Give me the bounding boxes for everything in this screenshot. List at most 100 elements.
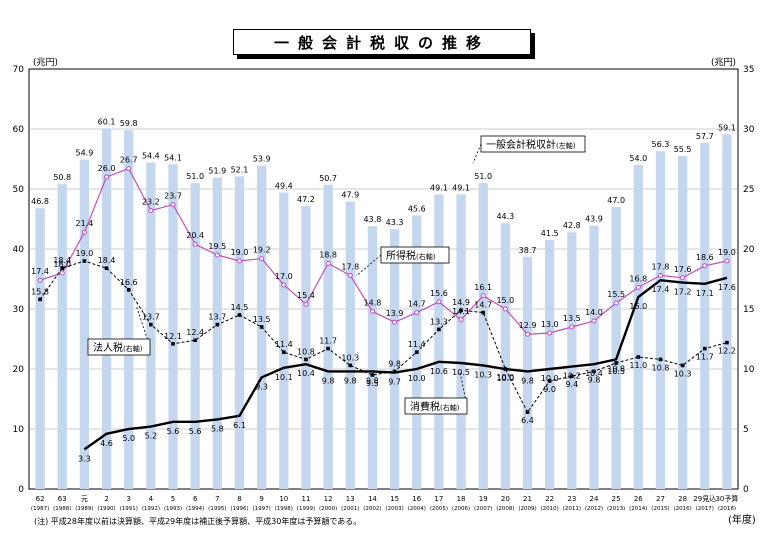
x-tick-year-label: (1999): [297, 506, 315, 512]
bar: [168, 164, 178, 489]
plot-frame: [28, 68, 739, 490]
corporate-tax-data-label: 19.0: [75, 249, 93, 258]
bar-data-label: 50.8: [53, 173, 71, 182]
chart-title: 一般会計税収の推移: [233, 29, 531, 55]
income-tax-data-label: 14.8: [364, 298, 382, 307]
bar-data-label: 59.1: [718, 123, 736, 132]
bar: [655, 151, 666, 489]
income-tax-point: [148, 208, 154, 214]
x-tick-year-label: (2013): [607, 506, 625, 512]
x-tick-year-label: (1998): [275, 506, 293, 512]
x-tick-year-label: (2012): [585, 506, 603, 512]
bar: [345, 201, 355, 489]
corporate-tax-point: [392, 369, 397, 374]
income-tax-data-label: 12.9: [519, 321, 537, 330]
legend-income-tax-leader: [355, 254, 382, 277]
bar: [57, 184, 67, 489]
x-tick-year-label: (1992): [142, 506, 160, 512]
legend-total-leader: [472, 143, 482, 164]
income-tax-data-label: 26.7: [120, 156, 138, 165]
bar: [190, 183, 200, 489]
income-tax-data-label: 19.5: [208, 242, 226, 251]
income-tax-data-label: 21.4: [75, 219, 93, 228]
income-tax-data-label: 15.4: [297, 291, 315, 300]
income-tax-point: [104, 174, 110, 180]
x-axis-unit: (年度): [728, 515, 756, 526]
bar-data-label: 49.1: [452, 183, 470, 192]
corporate-tax-data-label: 13.3: [430, 317, 448, 326]
bar-data-label: 51.0: [474, 172, 492, 181]
bar-data-label: 43.9: [585, 215, 603, 224]
y-right-tick-label: 5: [743, 425, 749, 435]
series-line-corporate-tax: [39, 260, 728, 414]
bar-data-label: 52.1: [231, 165, 249, 174]
y-left-tick-label: 0: [18, 485, 24, 495]
x-tick-year-label: (2008): [496, 506, 514, 512]
corporate-tax-point: [437, 327, 441, 332]
bar-data-label: 51.0: [186, 172, 204, 181]
income-tax-data-label: 19.0: [231, 248, 249, 257]
y-right-tick-label: 35: [743, 65, 754, 75]
bar: [589, 225, 599, 489]
bar-data-label: 47.2: [297, 195, 315, 204]
corporate-tax-data-label: 14.5: [231, 303, 249, 312]
bar: [722, 134, 732, 489]
consumption-tax-data-label: 5.0: [122, 434, 135, 443]
income-tax-data-label: 17.8: [652, 262, 670, 271]
corporate-tax-point: [636, 355, 641, 359]
x-tick-label: 29見込: [693, 494, 716, 503]
corporate-tax-point: [658, 357, 663, 362]
y-right-tick-label: 20: [743, 245, 755, 255]
income-tax-point: [59, 270, 65, 276]
bar-data-label: 54.4: [142, 152, 160, 161]
y-left-tick-label: 20: [13, 365, 25, 375]
y-right-tick-label: 25: [743, 185, 754, 195]
legend-total-axis-note: (左軸): [556, 141, 576, 150]
consumption-tax-data-label: 9.7: [388, 378, 401, 387]
corporate-tax-point: [570, 374, 574, 378]
income-tax-point: [680, 275, 686, 281]
corporate-tax-data-label: 18.4: [98, 256, 116, 265]
y-left-tick-label: 30: [13, 305, 25, 315]
x-tick-label: 16: [412, 495, 421, 503]
corporate-tax-data-label: 9.4: [565, 380, 578, 389]
corporate-tax-point: [614, 361, 618, 365]
x-tick-label: 19: [479, 495, 488, 503]
corporate-tax-point: [680, 363, 685, 368]
corporate-tax-point: [126, 288, 131, 292]
consumption-tax-data-label: 5.8: [211, 424, 224, 433]
corporate-tax-data-label: 13.5: [253, 315, 271, 324]
corporate-tax-point: [592, 369, 596, 374]
x-tick-label: 10: [279, 495, 288, 503]
income-tax-point: [126, 166, 132, 172]
x-tick-label: 7: [215, 495, 219, 503]
footnote: (注) 平成28年度以前は決算額、平成29年度は補正後予算額、平成30年度は予算…: [34, 517, 362, 526]
income-tax-point: [281, 282, 287, 288]
corporate-tax-point: [725, 340, 729, 345]
legend-income-tax-label: 所得税(右軸): [386, 249, 436, 262]
bar-data-label: 54.1: [164, 153, 182, 162]
income-tax-data-label: 15.0: [496, 296, 514, 305]
income-tax-data-label: 19.2: [253, 246, 271, 255]
legend-total-box: [480, 135, 586, 153]
bar-data-label: 54.0: [629, 154, 647, 163]
x-tick-year-label: (1989): [75, 506, 93, 512]
x-tick-year-label: (1988): [53, 506, 71, 512]
legend-consumption-tax-box: [404, 397, 468, 415]
consumption-tax-data-label: 9.8: [344, 376, 357, 385]
corporate-tax-point: [104, 266, 109, 270]
x-tick-year-label: (2002): [363, 506, 381, 512]
income-tax-point: [502, 306, 508, 312]
bar: [500, 223, 511, 489]
income-tax-data-label: 16.1: [474, 283, 492, 292]
corporate-tax-data-label: 10.8: [297, 347, 315, 356]
corporate-tax-data-label: 14.7: [474, 301, 492, 310]
x-tick-label: 4: [149, 495, 154, 503]
bar-data-label: 54.9: [75, 149, 93, 158]
income-tax-point: [347, 272, 353, 278]
x-tick-label: 6: [193, 495, 198, 503]
corporate-tax-data-label: 9.0: [543, 385, 556, 394]
x-tick-label: 23: [567, 495, 576, 503]
consumption-tax-data-label: 10.5: [452, 368, 470, 377]
income-tax-point: [325, 260, 331, 266]
